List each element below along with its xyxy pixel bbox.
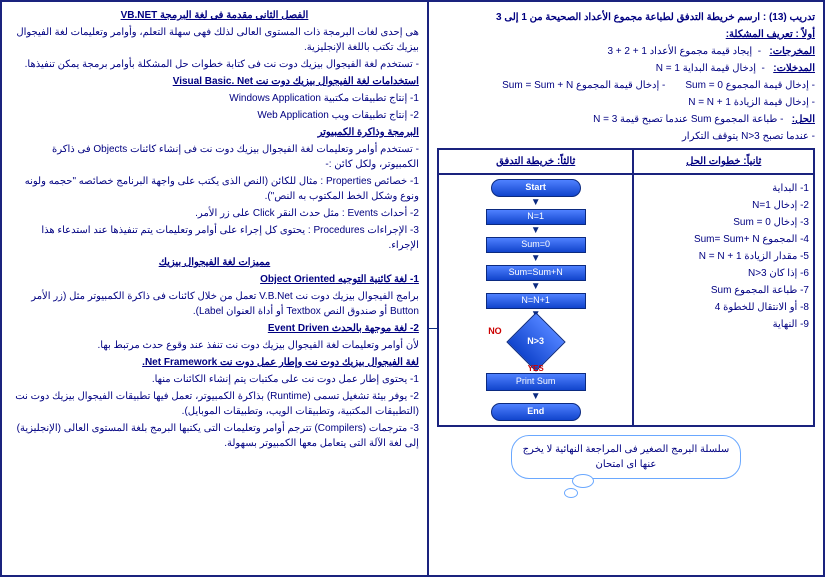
step-6: 6- إذا كان N>3 [638, 266, 809, 281]
grid-head-steps: ثانياً: خطوات الحل [633, 149, 814, 174]
mokhragat-val: إيجاد قيمة مجموع الأعداد 1 + 2 + 3 [607, 46, 752, 57]
step-2: 2- إدخال N=1 [638, 198, 809, 213]
hal2: عندما تصبح N>3 يتوقف التكرار [682, 131, 809, 142]
flow-decision: N>3 NO YES [506, 321, 566, 361]
mod1: إدخال قيمة البداية N = 1 [656, 63, 756, 74]
flow-nn1: N=N+1 [486, 293, 586, 309]
left-p4: برامج الفيجوال بيزيك دوت نت V.B.Net تعمل… [10, 289, 419, 319]
flow-cond: N>3 [506, 335, 566, 349]
flow-cell: Start ▼ N=1 ▼ Sum=0 ▼ Sum=Sum+N ▼ N=N+1 … [438, 174, 634, 426]
flow-start: Start [491, 179, 581, 197]
flow-end: End [491, 403, 581, 421]
left-h4: مميزات لغة الفيجوال بيزيك [10, 255, 419, 270]
left-li3: 1- خصائص Properties : مثال للكائن (النص … [10, 174, 419, 204]
grid-head-flow: ثالثاً: خريطة التدفق [438, 149, 634, 174]
row-mod2: - إدخال قيمة المجموع Sum = 0 - إدخال قيم… [437, 78, 815, 93]
left-li7: 2- يوفر بيئة تشغيل تسمى (Runtime) بذاكرة… [10, 389, 419, 419]
left-h4a: 1- لغة كائنية التوجيه Object Oriented [10, 272, 419, 287]
steps-cell: 1- البداية 2- إدخال N=1 3- إدخال Sum = 0… [633, 174, 814, 426]
arrow-icon: ▼ [531, 284, 541, 290]
left-li2: 2- إنتاج تطبيقات ويب Web Application [10, 108, 419, 123]
left-p1: هى إحدى لغات البرمجة ذات المستوى العالى … [10, 25, 419, 55]
flowchart: Start ▼ N=1 ▼ Sum=0 ▼ Sum=Sum+N ▼ N=N+1 … [443, 179, 629, 421]
row-mod3: - إدخال قيمة الزيادة N = N + 1 [437, 95, 815, 110]
arrow-icon: ▼ [531, 394, 541, 400]
step-5: 5- مقدار الزيادة N = N + 1 [638, 249, 809, 264]
hal-label: الحل: [792, 114, 815, 125]
arrow-icon: ▼ [531, 228, 541, 234]
step-4: 4- المجموع Sum= Sum+ N [638, 232, 809, 247]
left-li6: 1- يحتوى إطار عمل دوت نت على مكتبات يتم … [10, 372, 419, 387]
footer-cloud: سلسلة البرمج الصغير فى المراجعة النهائية… [511, 435, 741, 479]
left-h2: استخدامات لغة الفيجوال بيزيك دوت نت Visu… [10, 74, 419, 89]
right-column: تدريب (13) : ارسم خريطة التدفق لطباعة مج… [429, 2, 823, 575]
mod3: إدخال قيمة الزيادة N = N + 1 [688, 97, 809, 108]
left-h3: البرمجة وذاكرة الكمبيوتر [10, 125, 419, 140]
left-h5: لغة الفيجوال بيزيك دوت نت وإطار عمل دوت … [10, 355, 419, 370]
mod2b: إدخال قيمة المجموع Sum = Sum + N [502, 80, 659, 91]
row-mokhragat: المخرجات: - إيجاد قيمة مجموع الأعداد 1 +… [437, 44, 815, 59]
awalan: أولاً : تعريف المشكلة: [437, 27, 815, 42]
flow-ssn: Sum=Sum+N [486, 265, 586, 281]
flow-sum0: Sum=0 [486, 237, 586, 253]
tadrib-title: تدريب (13) : ارسم خريطة التدفق لطباعة مج… [437, 10, 815, 25]
solution-grid: ثانياً: خطوات الحل ثالثاً: خريطة التدفق … [437, 148, 815, 427]
hal1: طباعة المجموع Sum عندما تصبح قيمة N = 3 [593, 114, 777, 125]
step-8: 8- أو الانتقال للخطوة 4 [638, 300, 809, 315]
flow-no: NO [488, 325, 502, 339]
left-p3: - تستخدم أوامر وتعليمات لغة الفيجوال بيز… [10, 142, 419, 172]
left-column: الفصل الثانى مقدمة فى لغة البرمجة VB.NET… [2, 2, 429, 575]
step-9: 9- النهاية [638, 317, 809, 332]
modkhalat-label: المدخلات: [773, 63, 815, 74]
step-7: 7- طباعة المجموع Sum [638, 283, 809, 298]
left-li1: 1- إنتاج تطبيقات مكتبية Windows Applicat… [10, 91, 419, 106]
arrow-icon: ▼ [531, 256, 541, 262]
left-p5: لأن أوامر وتعليمات لغة الفيجوال بيزيك دو… [10, 338, 419, 353]
left-li8: 3- مترجمات (Compilers) تترجم أوامر وتعلي… [10, 421, 419, 451]
flow-print: Print Sum [486, 373, 586, 391]
flow-n1: N=1 [486, 209, 586, 225]
mod2: إدخال قيمة المجموع Sum = 0 [685, 80, 809, 91]
left-title: الفصل الثانى مقدمة فى لغة البرمجة VB.NET [10, 8, 419, 23]
row-modkhalat: المدخلات: - إدخال قيمة البداية N = 1 [437, 61, 815, 76]
row-hal: الحل: - طباعة المجموع Sum عندما تصبح قيم… [437, 112, 815, 127]
mokhragat-label: المخرجات: [769, 46, 815, 57]
left-li5: 3- الإجراءات Procedures : يحتوى كل إجراء… [10, 223, 419, 253]
left-li4: 2- أحداث Events : مثل حدث النقر Click عل… [10, 206, 419, 221]
loop-line [429, 243, 438, 329]
row-hal2: - عندما تصبح N>3 يتوقف التكرار [437, 129, 815, 144]
step-3: 3- إدخال Sum = 0 [638, 215, 809, 230]
arrow-icon: ▼ [531, 200, 541, 206]
left-h4b: 2- لغة موجهة بالحدث Event Driven [10, 321, 419, 336]
step-1: 1- البداية [638, 181, 809, 196]
left-p2: - تستخدم لغة الفيجوال بيزيك دوت نت فى كت… [10, 57, 419, 72]
